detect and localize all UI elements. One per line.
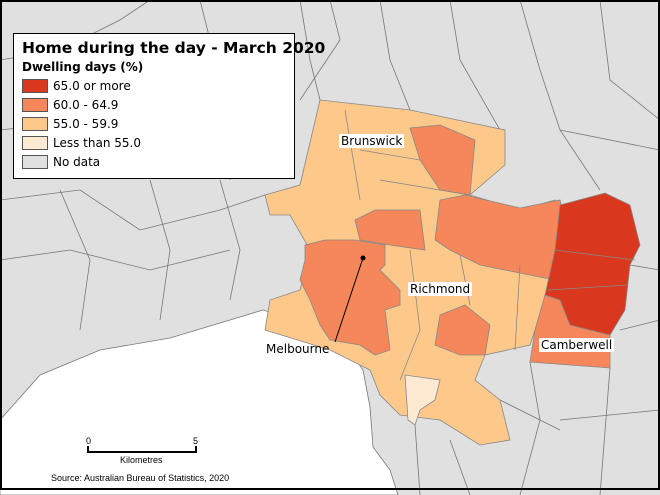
legend-swatch	[22, 97, 48, 112]
scale-start-label: 0	[86, 436, 92, 446]
region-under-55	[404, 374, 441, 426]
place-label-brunswick: Brunswick	[339, 134, 405, 148]
legend-item: 60.0 - 64.9	[22, 95, 286, 114]
scale-end-label: 5	[193, 436, 199, 446]
region-60-64	[434, 304, 491, 356]
legend-title: Home during the day - March 2020	[22, 39, 326, 57]
legend: Home during the day - March 2020 Dwellin…	[13, 33, 326, 179]
legend-label: Less than 55.0	[53, 135, 141, 150]
legend-subtitle: Dwelling days (%)	[22, 60, 144, 74]
legend-swatch	[22, 154, 48, 169]
region-60-64	[354, 209, 426, 251]
melbourne-marker	[360, 255, 366, 261]
legend-item: No data	[22, 152, 286, 171]
legend-swatch	[22, 78, 48, 93]
melbourne-leader-line	[334, 257, 364, 343]
legend-item: 65.0 or more	[22, 76, 286, 95]
legend-label: No data	[53, 154, 101, 169]
scale-unit-label: Kilometres	[120, 455, 163, 465]
place-label-camberwell: Camberwell	[539, 338, 615, 352]
legend-label: 65.0 or more	[53, 78, 131, 93]
source-note: Source: Australian Bureau of Statistics,…	[51, 473, 230, 483]
legend-item: Less than 55.0	[22, 133, 286, 152]
region-65-plus	[544, 192, 641, 336]
legend-swatch	[22, 116, 48, 131]
legend-item: 55.0 - 59.9	[22, 114, 286, 133]
legend-swatch	[22, 135, 48, 150]
legend-label: 55.0 - 59.9	[53, 116, 119, 131]
scale-bar	[87, 446, 197, 453]
legend-label: 60.0 - 64.9	[53, 97, 119, 112]
place-label-richmond: Richmond	[408, 282, 473, 296]
region-polygons	[264, 99, 641, 446]
place-label-melbourne: Melbourne	[266, 342, 330, 356]
